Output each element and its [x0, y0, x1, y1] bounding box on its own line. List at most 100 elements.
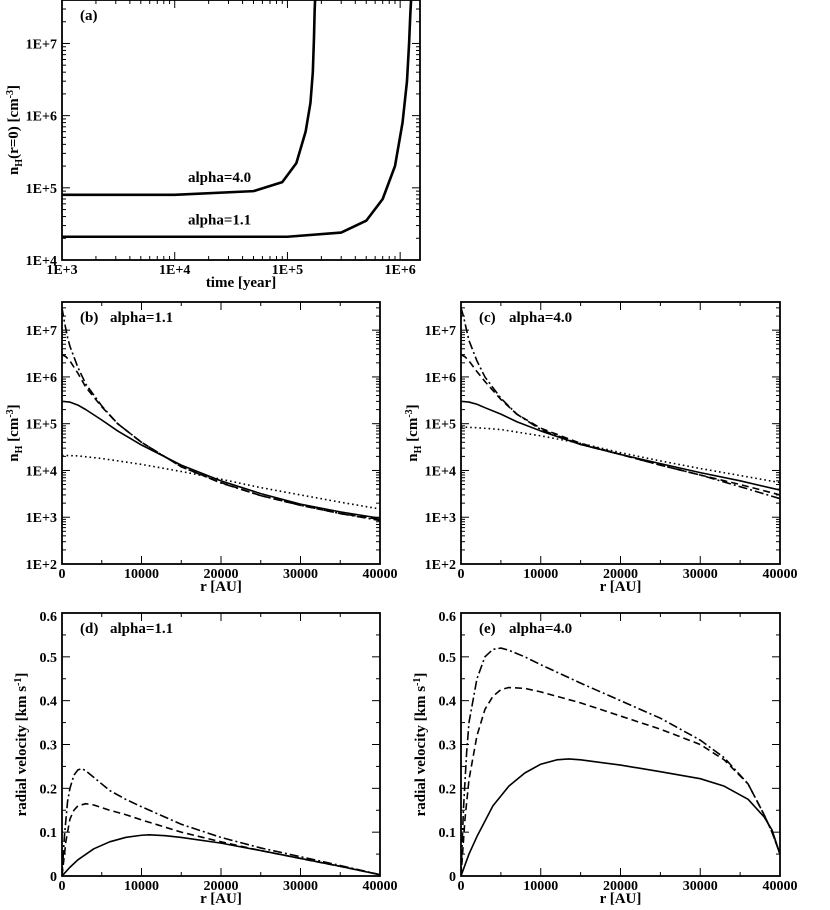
- x-tick-label: 30000: [683, 567, 718, 582]
- x-axis-label: r [AU]: [200, 579, 242, 595]
- plot-frame: [460, 301, 781, 565]
- y-tick-label: 0.1: [40, 826, 58, 841]
- y-tick-label: 0.3: [40, 739, 58, 754]
- series-line-dotted: [62, 454, 380, 510]
- x-axis-label: r [AU]: [600, 891, 642, 907]
- y-tick-label: 0: [449, 870, 456, 885]
- panel-title: alpha=4.0: [509, 621, 572, 637]
- x-tick-label: 40000: [763, 879, 798, 894]
- x-tick-label: 40000: [363, 567, 398, 582]
- curve-annotation: alpha=1.1: [188, 213, 251, 229]
- series-line-solid: [461, 400, 780, 491]
- y-tick-label: 1E+4: [425, 464, 456, 479]
- x-tick-label: 10000: [124, 879, 159, 894]
- panel-title: alpha=1.1: [110, 310, 173, 326]
- y-axis-label: radial velocity [km s-1]: [412, 673, 429, 817]
- panel-label: (d): [80, 621, 98, 637]
- y-tick-label: 1E+4: [26, 254, 57, 269]
- panel-title: alpha=4.0: [509, 310, 572, 326]
- y-tick-label: 1E+4: [26, 464, 57, 479]
- ticks-b: [61, 302, 381, 565]
- plot-frame: [61, 612, 381, 877]
- y-tick-label: 1E+5: [26, 182, 57, 197]
- x-tick-label: 1E+5: [272, 263, 303, 278]
- y-tick-label: 0.3: [439, 739, 457, 754]
- ticks-e: [460, 612, 781, 877]
- x-tick-label: 0: [59, 879, 66, 894]
- y-axis-label: nH(r=0) [cm-3]: [5, 85, 25, 175]
- x-axis-label: r [AU]: [200, 891, 242, 907]
- series-line-dashed: [461, 353, 780, 496]
- plot-frame: [61, 301, 381, 565]
- x-tick-label: 10000: [124, 567, 159, 582]
- y-tick-label: 0.1: [439, 826, 457, 841]
- plot-frame: [460, 612, 781, 877]
- x-tick-label: 20000: [603, 879, 638, 894]
- x-axis-label: time [year]: [206, 275, 276, 291]
- series-line-dashed: [62, 353, 380, 521]
- x-tick-label: 1E+3: [46, 263, 77, 278]
- y-tick-label: 1E+6: [26, 371, 57, 386]
- panel-e: 0 10000 20000 30000 40000 0 0.1 0.2 0.3 0.4 0.5 0.6…: [412, 610, 798, 907]
- x-tick-label: 20000: [204, 879, 239, 894]
- y-tick-label: 1E+3: [26, 511, 57, 526]
- y-tick-label: 1E+5: [26, 418, 57, 433]
- x-tick-label: 1E+6: [384, 263, 415, 278]
- x-tick-label: 40000: [763, 567, 798, 582]
- panel-label: (e): [479, 621, 496, 637]
- y-tick-label: 0.2: [40, 782, 58, 797]
- x-tick-label: 20000: [603, 567, 638, 582]
- series-line-alpha-4-0: [62, 0, 317, 197]
- y-tick-label: 1E+7: [425, 324, 456, 339]
- x-axis-label: r [AU]: [600, 579, 642, 595]
- x-tick-label: 0: [59, 567, 66, 582]
- x-tick-label: 40000: [363, 879, 398, 894]
- series-line-dashed: [62, 802, 380, 876]
- x-tick-label: 0: [458, 879, 465, 894]
- y-tick-label: 1E+3: [425, 511, 456, 526]
- series-line-dashed: [461, 686, 780, 876]
- y-tick-label: 0: [50, 870, 57, 885]
- x-tick-label: 10000: [523, 567, 558, 582]
- series-line-dash-dot: [461, 307, 780, 500]
- y-tick-label: 0.6: [40, 610, 58, 625]
- ticks-d: [61, 612, 381, 877]
- panel-b: 0 10000 20000 30000 40000 1E+2 1E+3 1E+4 1E+5 1E+…: [5, 301, 398, 595]
- plot-frame: [61, 0, 421, 261]
- y-tick-label: 1E+7: [26, 324, 57, 339]
- y-tick-label: 1E+2: [425, 558, 456, 573]
- series-line-dash-dot: [461, 647, 780, 876]
- y-axis-label: radial velocity [km s-1]: [13, 673, 30, 817]
- curve-annotation: alpha=4.0: [188, 170, 251, 186]
- panel-label: (c): [479, 310, 496, 326]
- y-tick-label: 1E+2: [26, 558, 57, 573]
- x-tick-label: 30000: [283, 567, 318, 582]
- y-tick-label: 1E+6: [425, 371, 456, 386]
- panel-c: 0 10000 20000 30000 40000 1E+2 1E+3 1E+4 1E+5 1E+…: [404, 301, 798, 595]
- series-line-alpha-1-1: [62, 0, 413, 239]
- series-line-dash-dot: [62, 307, 380, 522]
- series-line-dash-dot: [62, 767, 380, 876]
- x-tick-label: 30000: [683, 879, 718, 894]
- series-line-solid: [62, 400, 380, 520]
- y-tick-label: 0.4: [40, 695, 58, 710]
- y-axis-label: nH [cm-3]: [5, 404, 25, 461]
- x-tick-label: 0: [458, 567, 465, 582]
- y-tick-label: 1E+6: [26, 110, 57, 125]
- series-line-solid: [461, 758, 780, 876]
- series-line-dotted: [461, 426, 780, 484]
- panel-label: (a): [80, 8, 98, 24]
- x-tick-label: 20000: [204, 567, 239, 582]
- y-tick-label: 1E+5: [425, 418, 456, 433]
- x-tick-label: 1E+4: [159, 263, 190, 278]
- x-tick-label: 10000: [523, 879, 558, 894]
- x-tick-label: 30000: [283, 879, 318, 894]
- y-tick-label: 0.4: [439, 695, 457, 710]
- y-tick-label: 1E+7: [26, 37, 57, 52]
- y-tick-label: 0.6: [439, 610, 457, 625]
- ticks-c: [460, 302, 781, 565]
- y-tick-label: 0.5: [40, 651, 58, 666]
- y-tick-label: 0.2: [439, 782, 457, 797]
- panel-label: (b): [80, 310, 98, 326]
